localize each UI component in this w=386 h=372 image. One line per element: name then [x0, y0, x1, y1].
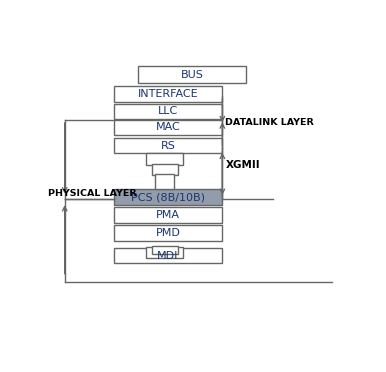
Bar	[146, 247, 183, 258]
Text: PMA: PMA	[156, 210, 180, 220]
Bar	[114, 248, 222, 263]
Text: DATALINK LAYER: DATALINK LAYER	[225, 118, 314, 127]
Bar	[152, 246, 178, 254]
Bar	[146, 154, 183, 165]
Bar	[138, 66, 245, 83]
Text: RS: RS	[161, 141, 175, 151]
Bar	[114, 225, 222, 241]
Text: MAC: MAC	[156, 122, 180, 132]
Text: PCS (8B/10B): PCS (8B/10B)	[131, 192, 205, 202]
Text: MDI: MDI	[157, 251, 179, 261]
Bar	[152, 164, 178, 175]
Text: PMD: PMD	[156, 228, 180, 238]
Bar	[155, 174, 174, 189]
Text: XGMII: XGMII	[225, 160, 260, 170]
Text: LLC: LLC	[158, 106, 178, 116]
Bar	[114, 189, 222, 205]
Bar	[114, 207, 222, 223]
Bar	[114, 120, 222, 135]
Bar	[114, 138, 222, 154]
Text: BUS: BUS	[180, 70, 203, 80]
Text: PHYSICAL LAYER: PHYSICAL LAYER	[48, 189, 137, 198]
Bar	[114, 86, 222, 102]
Text: INTERFACE: INTERFACE	[137, 89, 198, 99]
Bar	[114, 104, 222, 119]
